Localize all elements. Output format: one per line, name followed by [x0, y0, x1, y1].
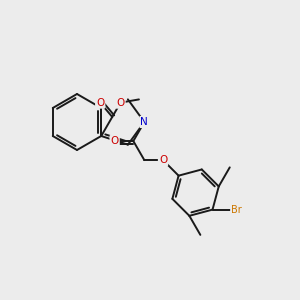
Text: O: O: [116, 98, 124, 108]
Text: O: O: [159, 155, 167, 165]
Text: O: O: [110, 136, 119, 146]
Text: Br: Br: [231, 205, 242, 214]
Text: N: N: [140, 117, 148, 127]
Text: O: O: [96, 98, 104, 108]
